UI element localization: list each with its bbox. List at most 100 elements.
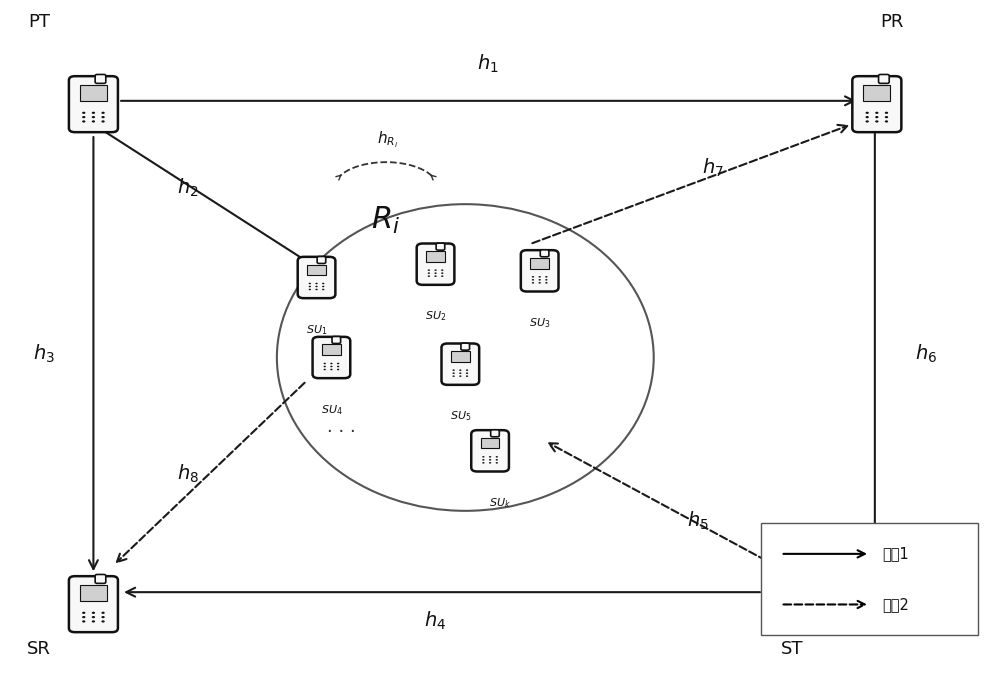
Circle shape	[786, 612, 790, 614]
Circle shape	[309, 286, 311, 288]
FancyBboxPatch shape	[471, 430, 509, 472]
Circle shape	[539, 276, 541, 277]
Text: $h_6$: $h_6$	[915, 343, 937, 365]
Circle shape	[92, 620, 95, 622]
Circle shape	[330, 369, 333, 371]
FancyBboxPatch shape	[313, 337, 350, 378]
FancyBboxPatch shape	[540, 250, 549, 256]
Circle shape	[545, 282, 548, 284]
Bar	[80, 585, 107, 601]
Bar	[80, 86, 107, 101]
Circle shape	[330, 362, 333, 364]
Circle shape	[482, 462, 485, 464]
Circle shape	[496, 456, 498, 458]
FancyBboxPatch shape	[95, 74, 106, 84]
Text: SR: SR	[27, 639, 51, 657]
Circle shape	[482, 456, 485, 458]
Circle shape	[866, 111, 869, 114]
Bar	[426, 251, 445, 262]
Text: $h_1$: $h_1$	[477, 53, 499, 76]
Circle shape	[101, 120, 105, 123]
Text: 时隙2: 时隙2	[882, 597, 909, 612]
Text: $R_i$: $R_i$	[371, 205, 400, 236]
Circle shape	[452, 369, 455, 371]
Circle shape	[805, 612, 809, 614]
Circle shape	[885, 116, 888, 118]
Text: 时隙1: 时隙1	[882, 546, 909, 562]
Text: $SU_4$: $SU_4$	[321, 403, 342, 416]
Circle shape	[875, 116, 879, 118]
Text: $SU_3$: $SU_3$	[529, 316, 550, 330]
Circle shape	[82, 612, 85, 614]
Circle shape	[532, 282, 534, 284]
FancyBboxPatch shape	[417, 244, 454, 285]
FancyBboxPatch shape	[95, 574, 106, 583]
FancyBboxPatch shape	[879, 74, 889, 84]
Circle shape	[101, 616, 105, 618]
Circle shape	[309, 283, 311, 284]
Circle shape	[482, 459, 485, 460]
Circle shape	[324, 369, 326, 371]
Text: ST: ST	[781, 639, 804, 657]
Circle shape	[496, 459, 498, 460]
FancyBboxPatch shape	[69, 76, 118, 132]
Circle shape	[322, 289, 324, 290]
Circle shape	[92, 120, 95, 123]
Text: $h_3$: $h_3$	[33, 343, 55, 365]
Circle shape	[866, 120, 869, 123]
Circle shape	[322, 283, 324, 284]
Circle shape	[82, 616, 85, 618]
Circle shape	[324, 366, 326, 367]
Circle shape	[101, 612, 105, 614]
Circle shape	[532, 279, 534, 281]
Circle shape	[101, 116, 105, 118]
Circle shape	[92, 111, 95, 114]
Circle shape	[324, 362, 326, 364]
FancyBboxPatch shape	[436, 243, 445, 250]
Circle shape	[805, 620, 809, 622]
Circle shape	[459, 369, 461, 371]
Circle shape	[428, 269, 430, 271]
Circle shape	[92, 116, 95, 118]
Ellipse shape	[277, 204, 654, 511]
FancyBboxPatch shape	[69, 576, 118, 632]
Circle shape	[796, 616, 799, 618]
Circle shape	[459, 375, 461, 377]
Circle shape	[466, 373, 468, 374]
Circle shape	[466, 369, 468, 371]
FancyBboxPatch shape	[298, 256, 335, 298]
Circle shape	[539, 279, 541, 281]
Circle shape	[92, 612, 95, 614]
Circle shape	[786, 620, 790, 622]
Circle shape	[82, 116, 85, 118]
Bar	[451, 351, 470, 362]
Circle shape	[441, 273, 443, 274]
FancyBboxPatch shape	[332, 336, 341, 344]
Circle shape	[428, 273, 430, 274]
FancyBboxPatch shape	[461, 343, 470, 350]
Circle shape	[539, 282, 541, 284]
Circle shape	[434, 275, 437, 277]
Circle shape	[786, 616, 790, 618]
Circle shape	[82, 620, 85, 622]
Circle shape	[330, 366, 333, 367]
Bar	[481, 438, 499, 448]
Circle shape	[489, 459, 491, 460]
Text: $SU_1$: $SU_1$	[306, 323, 327, 337]
Circle shape	[441, 269, 443, 271]
Text: . . .: . . .	[327, 418, 356, 437]
Circle shape	[82, 111, 85, 114]
Circle shape	[796, 612, 799, 614]
FancyBboxPatch shape	[441, 344, 479, 385]
Circle shape	[337, 366, 339, 367]
FancyBboxPatch shape	[521, 250, 559, 292]
Text: $h_8$: $h_8$	[177, 463, 199, 485]
Text: $SU_2$: $SU_2$	[425, 310, 446, 323]
Circle shape	[452, 373, 455, 374]
Bar	[322, 344, 341, 355]
FancyBboxPatch shape	[317, 256, 326, 263]
Text: PT: PT	[28, 13, 50, 31]
Bar	[307, 265, 326, 275]
Circle shape	[796, 620, 799, 622]
Circle shape	[315, 286, 318, 288]
